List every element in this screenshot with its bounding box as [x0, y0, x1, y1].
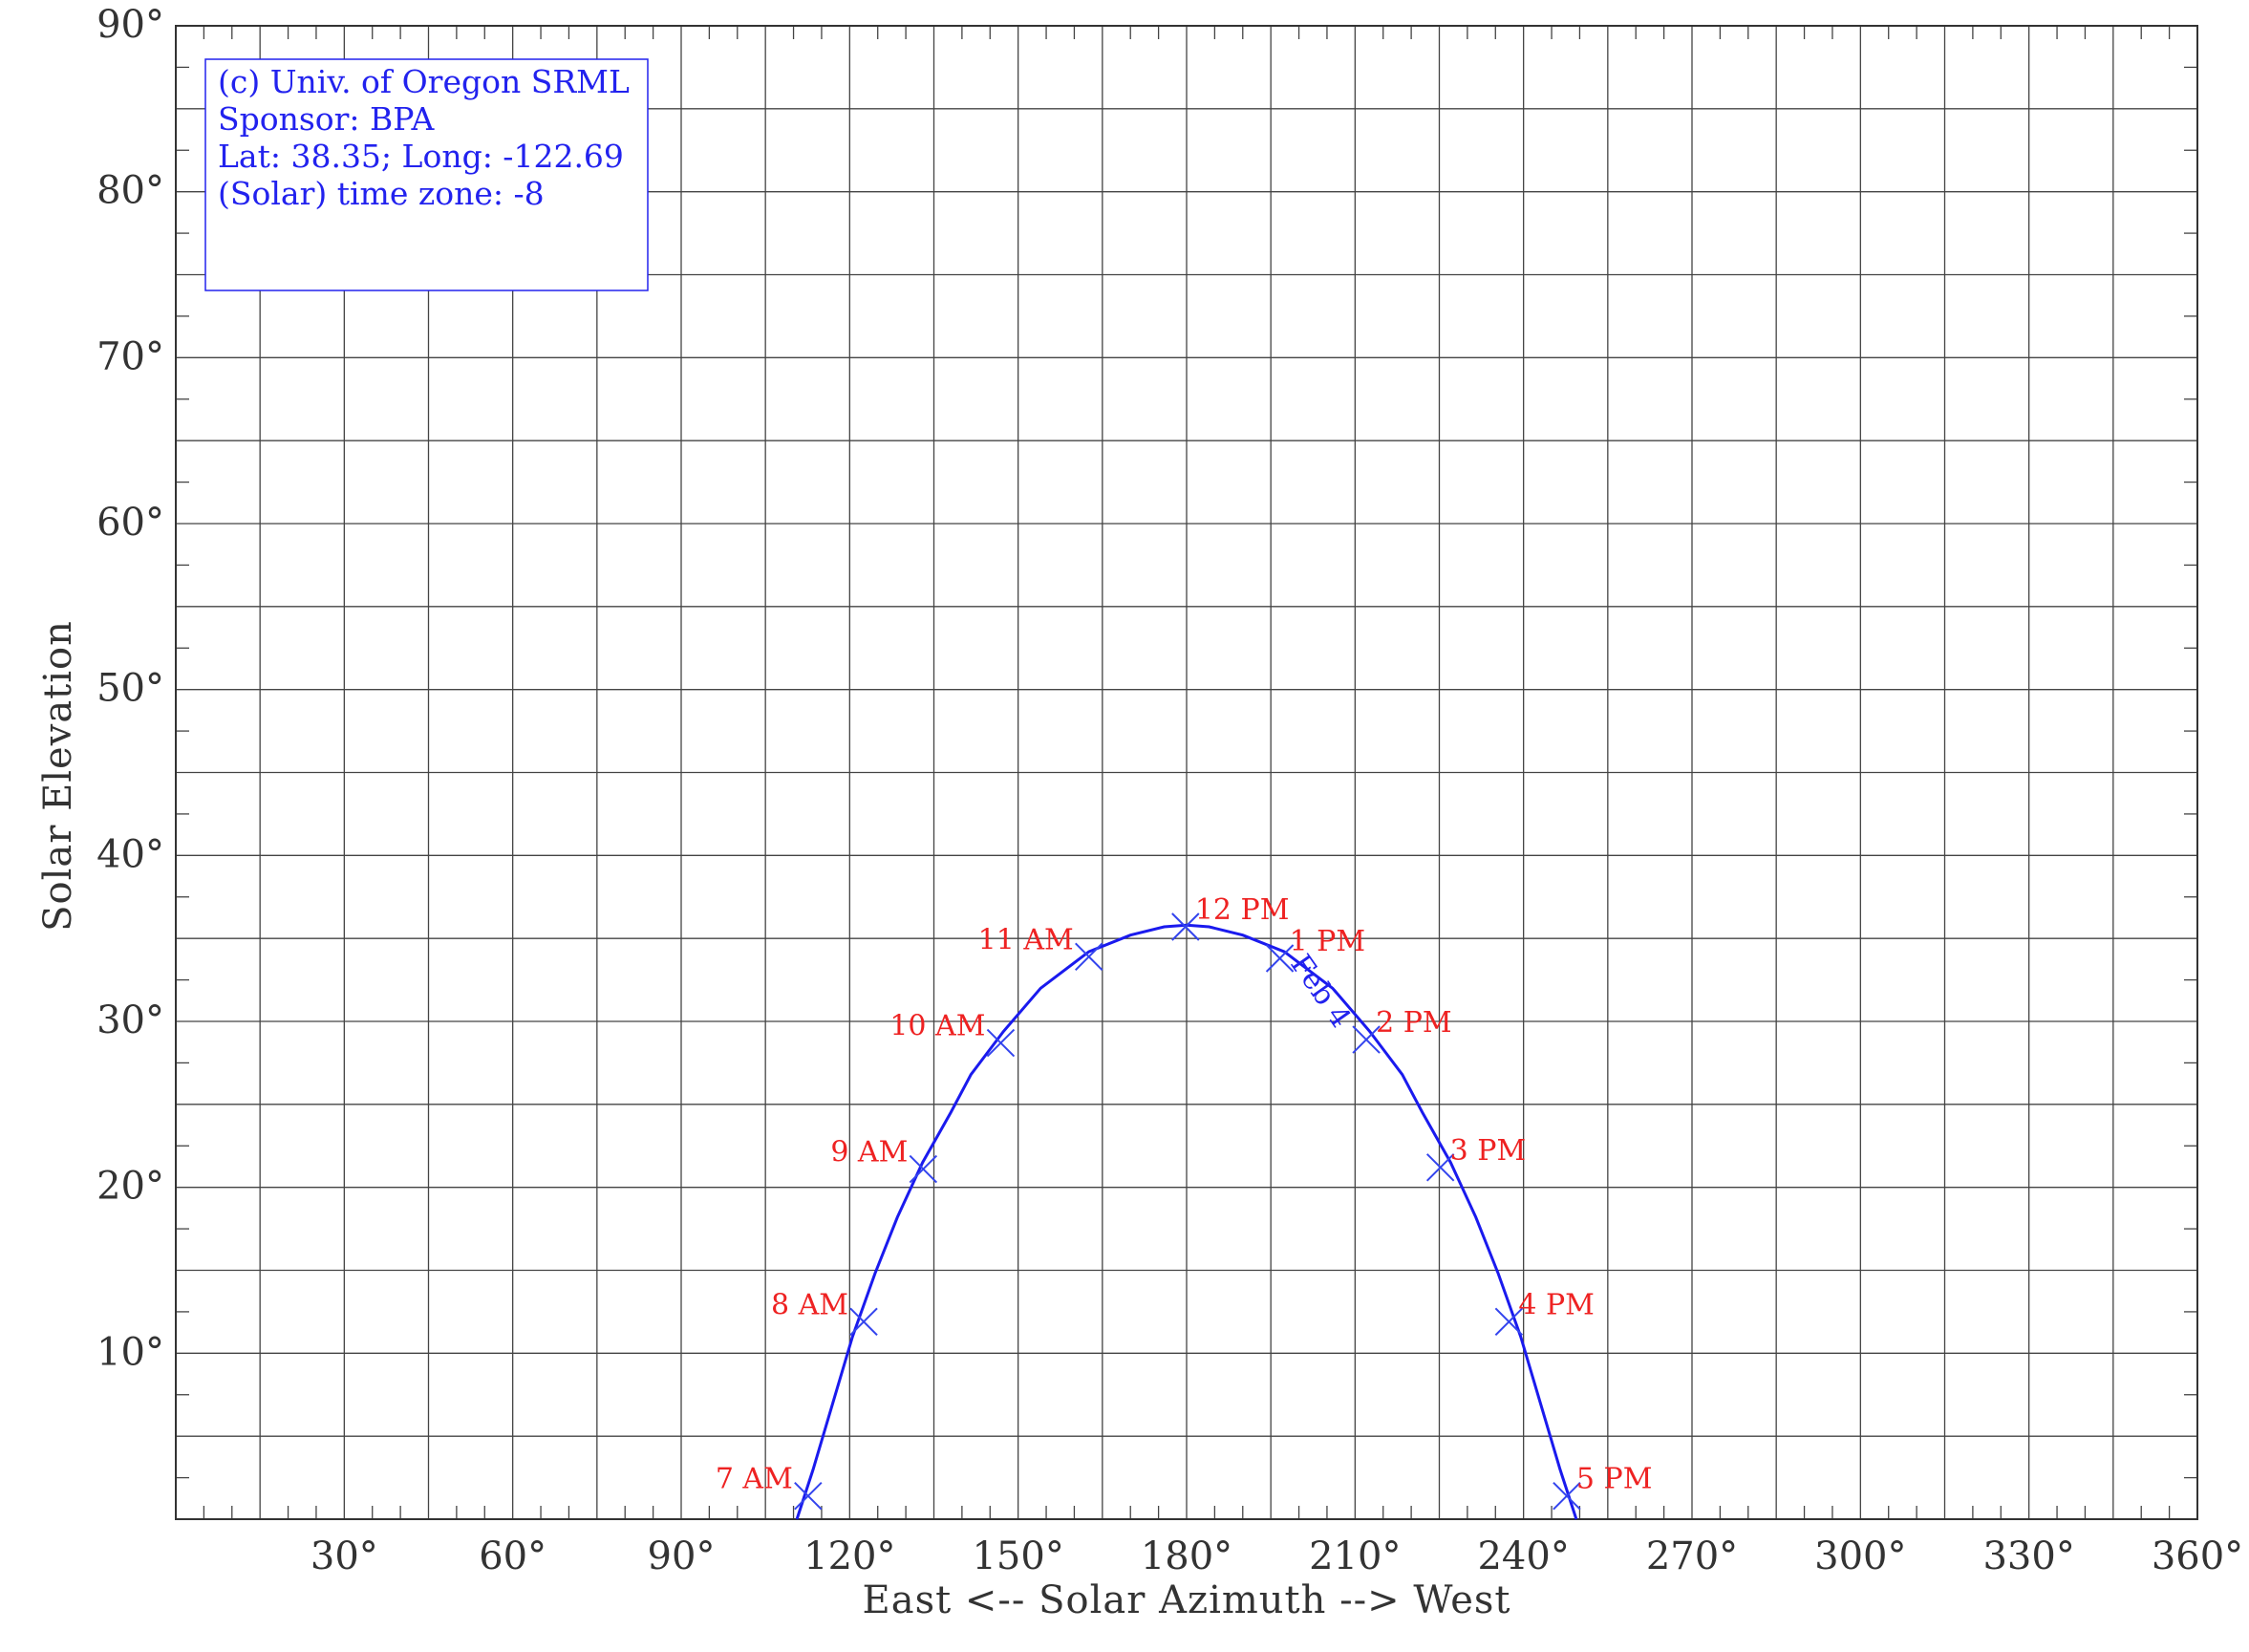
- info-line-location: Lat: 38.35; Long: -122.69: [218, 138, 624, 175]
- plot-area-frame: [175, 25, 2198, 1520]
- hour-marker-cross: [1171, 912, 1200, 941]
- x-axis-title: East <-- Solar Azimuth --> West: [863, 1578, 1511, 1622]
- hour-marker-cross: [794, 1481, 823, 1511]
- y-tick-label: 80°: [96, 169, 164, 213]
- hour-label: 2 PM: [1376, 1006, 1452, 1040]
- x-tick-label: 60°: [479, 1534, 546, 1578]
- x-tick-label: 240°: [1477, 1534, 1569, 1578]
- y-tick-label: 50°: [96, 667, 164, 711]
- hour-marker-cross: [986, 1028, 1016, 1058]
- y-tick-label: 40°: [96, 832, 164, 876]
- hour-marker-cross: [1075, 942, 1103, 971]
- hour-label: 10 AM: [889, 1010, 985, 1043]
- hour-marker: 9 AM: [830, 1136, 938, 1184]
- x-axis-tick-labels: 30° 60° 90° 120° 150° 180° 210° 240° 270° 300° 330…: [311, 1534, 2243, 1578]
- hour-marker-cross: [1494, 1307, 1524, 1337]
- hour-label: 9 AM: [830, 1136, 908, 1169]
- hour-marker: 7 AM: [716, 1463, 823, 1511]
- hour-label: 7 AM: [716, 1463, 793, 1496]
- hour-marker-cross: [909, 1154, 938, 1184]
- hour-label: 12 PM: [1195, 893, 1290, 927]
- x-tick-label: 360°: [2152, 1534, 2243, 1578]
- x-tick-label: 300°: [1814, 1534, 1906, 1578]
- hour-label: 3 PM: [1450, 1134, 1527, 1168]
- x-tick-label: 30°: [311, 1534, 378, 1578]
- hour-marker: 11 AM: [978, 923, 1103, 971]
- grid-lines: [176, 26, 2197, 1519]
- hour-label: 1 PM: [1290, 925, 1366, 958]
- x-tick-label: 330°: [1982, 1534, 2074, 1578]
- y-tick-label: 30°: [96, 998, 164, 1042]
- hour-markers: 7 AM 8 AM 9 AM 10 AM 11 AM 12 PM1 PM 2 PM 3 PM 4…: [716, 893, 1653, 1511]
- hour-marker: 12 PM: [1171, 893, 1290, 941]
- hour-marker: 3 PM: [1425, 1134, 1527, 1182]
- x-tick-label: 180°: [1141, 1534, 1232, 1578]
- hour-marker-cross: [1553, 1481, 1581, 1511]
- x-tick-label: 150°: [972, 1534, 1063, 1578]
- y-tick-label: 70°: [96, 334, 164, 378]
- y-tick-label: 20°: [96, 1165, 164, 1209]
- hour-marker-cross: [849, 1307, 878, 1337]
- hour-marker-cross: [1425, 1153, 1455, 1182]
- x-tick-label: 270°: [1646, 1534, 1738, 1578]
- info-box-frame: [204, 58, 649, 291]
- hour-marker: 2 PM: [1352, 1006, 1452, 1054]
- y-tick-label: 90°: [96, 3, 164, 47]
- hour-marker: 10 AM: [889, 1010, 1016, 1058]
- hour-marker-cross: [1352, 1025, 1381, 1054]
- y-tick-label: 60°: [96, 501, 164, 545]
- hour-label: 4 PM: [1518, 1288, 1595, 1321]
- minor-ticks: [176, 26, 2197, 1519]
- x-tick-label: 210°: [1309, 1534, 1401, 1578]
- hour-marker: 1 PM: [1265, 925, 1366, 973]
- y-axis-title: Solar Elevation: [36, 620, 80, 932]
- info-box: (c) Univ. of Oregon SRML Sponsor: BPA La…: [204, 58, 649, 291]
- info-line-sponsor: Sponsor: BPA: [218, 100, 435, 138]
- x-tick-label: 90°: [648, 1534, 716, 1578]
- x-tick-label: 120°: [803, 1534, 895, 1578]
- y-tick-label: 10°: [96, 1330, 164, 1374]
- info-line-copyright: (c) Univ. of Oregon SRML: [218, 63, 630, 100]
- hour-marker-cross: [1265, 944, 1295, 973]
- hour-label: 8 AM: [771, 1288, 848, 1321]
- hour-label: 5 PM: [1576, 1463, 1653, 1496]
- hour-marker: 5 PM: [1553, 1463, 1653, 1511]
- hour-marker: 8 AM: [771, 1288, 878, 1337]
- hour-marker: 4 PM: [1494, 1288, 1595, 1337]
- info-line-timezone: (Solar) time zone: -8: [218, 175, 545, 212]
- y-axis-tick-labels: 10° 20° 30° 40° 50° 60° 70° 80° 90°: [96, 3, 164, 1374]
- hour-label: 11 AM: [978, 923, 1074, 956]
